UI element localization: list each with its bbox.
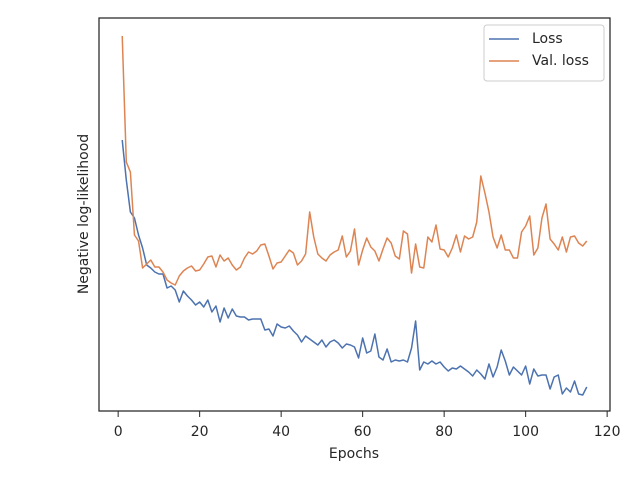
plot-frame bbox=[98, 17, 611, 412]
x-tick-label: 120 bbox=[594, 424, 621, 440]
x-tick-label: 20 bbox=[191, 424, 209, 440]
loss-line bbox=[121, 35, 588, 286]
x-tick-label: 100 bbox=[512, 424, 539, 440]
x-tick-label: 40 bbox=[272, 424, 290, 440]
x-axis-label: Epochs bbox=[329, 446, 379, 462]
x-tick-label: 0 bbox=[114, 424, 123, 440]
x-tick-label: 60 bbox=[354, 424, 372, 440]
loss-line bbox=[121, 139, 588, 396]
y-axis-label: Negative log-likelihood bbox=[76, 134, 92, 294]
x-tick-label: 80 bbox=[435, 424, 453, 440]
legend-label: Loss bbox=[532, 31, 563, 47]
legend-label: Val. loss bbox=[532, 53, 589, 69]
